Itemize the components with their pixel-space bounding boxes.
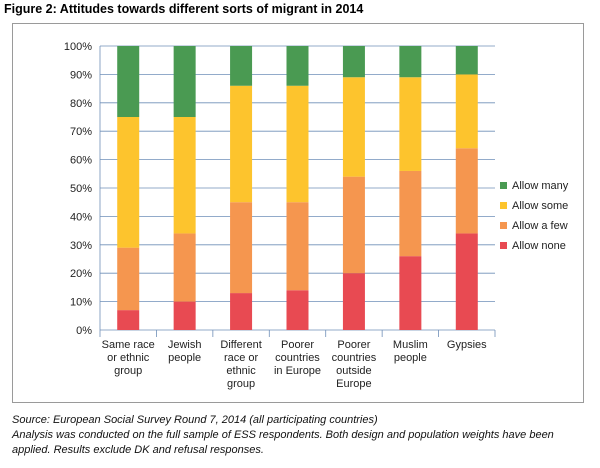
x-tick-label-line: countries (332, 352, 377, 364)
source-notes: Source: European Social Survey Round 7, … (12, 413, 592, 458)
y-tick-label: 70% (70, 126, 92, 138)
x-tick-label-line: in Europe (274, 365, 321, 377)
x-tick-label-line: Muslim (393, 339, 428, 351)
y-tick-label: 0% (76, 325, 92, 337)
x-tick-label: Muslim people (393, 339, 428, 364)
bar-segment (230, 46, 253, 86)
analysis-note-line-2: applied. Results exclude DK and refusal … (12, 444, 264, 456)
bar-segment (173, 46, 196, 117)
x-tick-label: Jewish people (168, 339, 202, 364)
y-tick-label: 50% (70, 183, 92, 195)
x-tick-label: Same race or ethnic group (102, 339, 155, 377)
bar-segment (342, 176, 365, 274)
bar-segment (117, 46, 140, 117)
figure-title: Figure 2: Attitudes towards different so… (4, 2, 364, 16)
legend-label: Allow some (512, 200, 568, 212)
y-tick-label: 20% (70, 268, 92, 280)
bar-segment (230, 202, 253, 294)
gridlines: 0% 10% 20% 30% 40% 50% 60% 70% 80% 90% 100% (64, 41, 495, 337)
bar-segment (286, 202, 309, 291)
bar-segment (342, 273, 365, 330)
bar-segment (117, 247, 140, 311)
y-tick-label: 10% (70, 297, 92, 309)
x-tick-label-line: Same race (102, 339, 155, 351)
x-tick-label-line: group (227, 378, 255, 390)
source-line: Source: European Social Survey Round 7, … (12, 414, 378, 426)
legend-swatch (500, 242, 507, 249)
bar-segment (342, 46, 365, 78)
y-tick-label: 80% (70, 98, 92, 110)
bar-segment (230, 293, 253, 330)
y-tick-label: 40% (70, 211, 92, 223)
y-tick-label: 90% (70, 69, 92, 81)
x-tick-label-line: countries (275, 352, 320, 364)
x-tick-label-line: Gypsies (447, 339, 487, 351)
bar-segment (399, 170, 422, 257)
y-tick-label: 60% (70, 155, 92, 167)
legend-label: Allow many (512, 180, 569, 192)
x-tick-label-line: people (168, 352, 201, 364)
bar-segment (173, 233, 196, 302)
bar-segment (230, 85, 253, 203)
bar-segment (117, 117, 140, 248)
x-tick-label: Different race or ethnic group (220, 339, 261, 390)
x-tick-label-line: Poorer (337, 339, 370, 351)
x-tick-label-line: ethnic (226, 365, 256, 377)
bar-segment (399, 256, 422, 330)
bar-segment (117, 310, 140, 330)
x-tick-label-line: people (394, 352, 427, 364)
x-tick-label: Poorer countries outside Europe (332, 339, 377, 390)
legend-swatch (500, 202, 507, 209)
legend-swatch (500, 182, 507, 189)
x-tick-label-line: Europe (336, 378, 371, 390)
x-tick-label-line: outside (336, 365, 371, 377)
bar-segment (455, 233, 478, 330)
legend-label: Allow a few (512, 220, 568, 232)
bar-segment (286, 85, 309, 203)
x-tick-label: Poorer countries in Europe (274, 339, 321, 377)
analysis-note-line-1: Analysis was conducted on the full sampl… (12, 429, 554, 441)
x-tick-label-line: race or (224, 352, 259, 364)
x-tick-label: Gypsies (447, 339, 487, 351)
bar-segment (173, 301, 196, 330)
legend-swatch (500, 222, 507, 229)
bar-segment (455, 148, 478, 234)
x-tick-label-line: or ethnic (107, 352, 150, 364)
y-tick-label: 100% (64, 41, 92, 53)
x-tick-label-line: Jewish (168, 339, 202, 351)
chart-frame (12, 23, 584, 403)
legend-label: Allow none (512, 240, 566, 252)
legend: Allow many Allow some Allow a few Allow non… (500, 180, 569, 252)
bar-segment (399, 77, 422, 171)
bar-segment (342, 77, 365, 177)
bar-segment (455, 74, 478, 149)
x-tick-label-line: Different (220, 339, 261, 351)
bar-segment (286, 46, 309, 86)
bar-segment (173, 117, 196, 234)
y-tick-label: 30% (70, 240, 92, 252)
x-tick-label-line: Poorer (281, 339, 314, 351)
bar-segment (286, 290, 309, 330)
x-tick-label-line: group (114, 365, 142, 377)
bar-segment (399, 46, 422, 78)
bar-segment (455, 46, 478, 75)
